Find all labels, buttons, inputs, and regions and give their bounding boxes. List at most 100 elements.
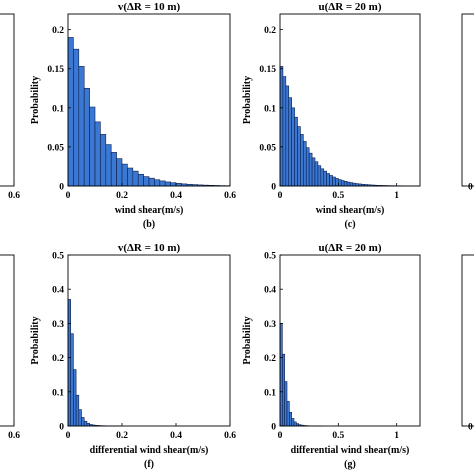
subplot-g: 0 0.5 1 0 0.1 0.2 0.3 0.4 0.5 u(ΔR = 20 m) differe… bbox=[242, 242, 421, 470]
histogram-bar bbox=[73, 369, 77, 427]
histogram-bar bbox=[116, 158, 123, 187]
y-tick-label: 0.5 bbox=[264, 252, 276, 262]
subplot-title: v(ΔR = 10 m) bbox=[118, 1, 181, 13]
histogram-bar bbox=[75, 394, 80, 427]
axes-frame bbox=[461, 13, 474, 187]
x-tick-label: 0.6 bbox=[8, 431, 20, 441]
histogram-bar bbox=[170, 182, 177, 187]
histogram-bar bbox=[317, 165, 322, 187]
y-tick-label: 0.1 bbox=[264, 104, 276, 114]
histogram-bar bbox=[329, 175, 333, 187]
histogram-bar bbox=[346, 181, 351, 187]
subplot-c: 0 0.5 1 0 0.05 0.1 0.15 0.2 u(ΔR = 20 m) wind she… bbox=[242, 1, 421, 230]
axes-frame bbox=[461, 254, 474, 427]
histogram-bar bbox=[282, 76, 287, 187]
histogram-bar bbox=[121, 163, 128, 187]
x-tick-label: 0 bbox=[278, 191, 283, 201]
histogram-bar bbox=[326, 173, 330, 187]
histogram-bar bbox=[311, 157, 316, 187]
histogram-bar bbox=[67, 37, 74, 187]
y-tick-label: 0.15 bbox=[47, 65, 64, 75]
x-tick-label: 0.5 bbox=[332, 431, 344, 441]
axes-frame bbox=[67, 13, 231, 187]
subplot-title: u(ΔR = 20 m) bbox=[319, 242, 382, 254]
y-tick-label: 0 bbox=[59, 183, 64, 193]
y-axis-label: Probability bbox=[242, 76, 253, 124]
x-tick-label: 0.2 bbox=[116, 431, 128, 441]
histogram-bar bbox=[284, 381, 288, 427]
x-tick-label: 0.4 bbox=[170, 191, 182, 201]
histogram-bar bbox=[105, 144, 112, 187]
x-tick-label: 0 bbox=[278, 431, 283, 441]
histogram-bar bbox=[83, 420, 88, 427]
y-tick-label: 0 bbox=[271, 423, 276, 433]
x-tick-label: 0.6 bbox=[224, 431, 236, 441]
x-tick-label: 1 bbox=[394, 431, 399, 441]
y-tick-label: 0.1 bbox=[52, 388, 64, 398]
histogram-bar bbox=[285, 85, 290, 187]
histogram-bar bbox=[300, 134, 304, 187]
histogram-bar bbox=[83, 87, 90, 187]
y-tick-label: 0.1 bbox=[52, 104, 64, 114]
histogram-bar bbox=[343, 181, 348, 187]
histogram-bar bbox=[282, 353, 285, 427]
y-axis-label: Probability bbox=[30, 316, 41, 364]
x-axis-label: differential wind shear(m/s) bbox=[291, 445, 410, 456]
histogram-bar bbox=[164, 181, 171, 187]
axes-frame bbox=[0, 13, 15, 187]
histogram-bar bbox=[159, 180, 166, 187]
histogram-bar bbox=[314, 161, 319, 187]
histogram-bar bbox=[286, 401, 290, 427]
panel-letter: (g) bbox=[344, 459, 356, 470]
histogram-bar bbox=[338, 179, 342, 187]
histogram-bar bbox=[89, 106, 96, 187]
y-axis-label: Probability bbox=[242, 316, 253, 364]
y-tick-label: 0.2 bbox=[264, 354, 276, 364]
histogram-bar bbox=[297, 126, 301, 187]
histogram-bar bbox=[303, 141, 307, 187]
y-tick-label: 0 bbox=[468, 423, 473, 433]
y-tick-label: 0.4 bbox=[264, 286, 276, 296]
x-tick-label: 0.5 bbox=[332, 191, 344, 201]
y-tick-label: 0 bbox=[59, 423, 64, 433]
subplot-partial-0: 0.6 bbox=[0, 13, 20, 201]
histogram-bar bbox=[127, 167, 134, 187]
x-axis-label: differential wind shear(m/s) bbox=[90, 445, 209, 456]
y-tick-label: 0.5 bbox=[52, 252, 64, 262]
histogram-bar bbox=[137, 173, 144, 187]
subplot-title: u(ΔR = 20 m) bbox=[319, 1, 382, 13]
histogram-bar bbox=[154, 179, 161, 187]
histogram-bar bbox=[291, 107, 295, 187]
y-tick-label: 0.2 bbox=[52, 26, 64, 36]
y-tick-label: 0.4 bbox=[52, 286, 64, 296]
axes-frame bbox=[279, 13, 421, 187]
histogram-bar bbox=[335, 178, 339, 187]
panel-letter: (c) bbox=[344, 219, 355, 230]
histogram-bar bbox=[81, 417, 85, 427]
subplot-f: 0 0.2 0.4 0.6 0 0.1 0.2 0.3 0.4 0.5 v(ΔR = 10 m) di… bbox=[30, 242, 236, 470]
x-tick-label: 1 bbox=[394, 191, 399, 201]
y-axis-label: Probability bbox=[30, 76, 41, 124]
histogram-bar bbox=[94, 121, 101, 187]
y-tick-label: 0.1 bbox=[264, 388, 276, 398]
histogram-bar bbox=[70, 333, 74, 427]
histogram-bar bbox=[288, 97, 292, 187]
y-tick-label: 0.05 bbox=[47, 143, 64, 153]
y-tick-label: 0.05 bbox=[259, 143, 276, 153]
x-axis-label: wind shear(m/s) bbox=[316, 205, 385, 216]
x-tick-label: 0.4 bbox=[170, 431, 182, 441]
histogram-bar bbox=[78, 66, 85, 187]
histogram-bar bbox=[305, 147, 310, 187]
histogram-bar bbox=[308, 152, 313, 187]
histogram-bar bbox=[110, 152, 117, 187]
histogram-bar bbox=[289, 412, 292, 427]
histogram-bar bbox=[132, 170, 139, 187]
axes-frame bbox=[67, 254, 231, 427]
x-tick-label: 0.6 bbox=[8, 191, 20, 201]
panel-letter: (b) bbox=[143, 219, 155, 230]
panel-letter: (f) bbox=[144, 459, 154, 470]
y-tick-label: 0.3 bbox=[264, 320, 276, 330]
subplot-title: v(ΔR = 10 m) bbox=[118, 242, 181, 254]
histogram-bar bbox=[340, 180, 345, 187]
